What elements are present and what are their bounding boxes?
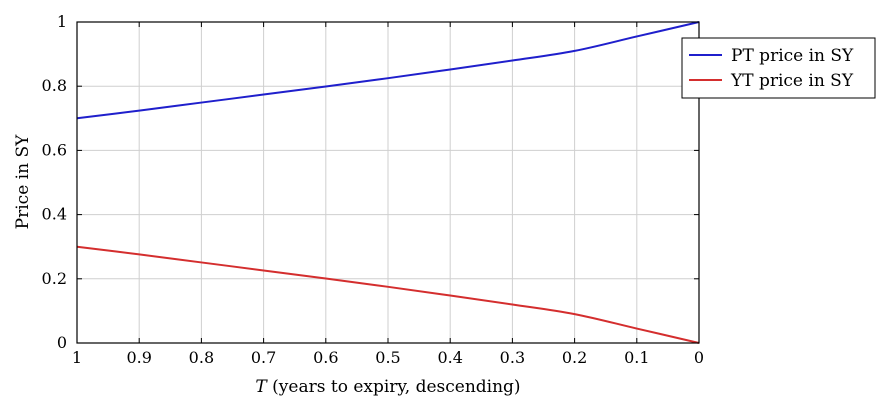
- y-tick-label: 0.6: [42, 140, 67, 159]
- x-tick-label: 0.2: [562, 348, 587, 367]
- legend-label-yt: YT price in SY: [730, 71, 854, 91]
- grid: [76, 21, 700, 344]
- x-axis-title: T (years to expiry, descending): [255, 377, 520, 397]
- x-tick-label: 0.7: [251, 348, 276, 367]
- y-tick-label: 0.2: [42, 269, 67, 288]
- x-tick-label: 1: [72, 348, 82, 367]
- x-tick-label: 0.6: [313, 348, 338, 367]
- x-axis-ticks: 1 0.9 0.8 0.7 0.6 0.5 0.4 0.3 0.2 0.1 0: [72, 22, 704, 367]
- x-tick-label: 0.3: [500, 348, 525, 367]
- y-axis-ticks: 0 0.2 0.4 0.6 0.8 1: [42, 12, 699, 352]
- x-tick-label: 0.1: [624, 348, 649, 367]
- series-line-yt: [76, 245, 700, 344]
- x-tick-label: 0.5: [375, 348, 400, 367]
- x-tick-label: 0.8: [189, 348, 214, 367]
- series-group: [76, 21, 700, 344]
- legend-box: [681, 37, 876, 99]
- y-tick-label: 1: [57, 12, 67, 31]
- x-tick-label: 0.9: [126, 348, 151, 367]
- legend-label-pt: PT price in SY: [731, 46, 854, 66]
- x-tick-label: 0: [694, 348, 704, 367]
- y-axis-title: Price in SY: [13, 134, 33, 229]
- y-tick-label: 0.8: [42, 76, 67, 95]
- series-line-pt: [76, 21, 700, 120]
- legend: PT price in SY YT price in SY: [681, 37, 876, 99]
- y-tick-label: 0: [57, 333, 67, 352]
- y-tick-label: 0.4: [42, 205, 67, 224]
- x-tick-label: 0.4: [437, 348, 462, 367]
